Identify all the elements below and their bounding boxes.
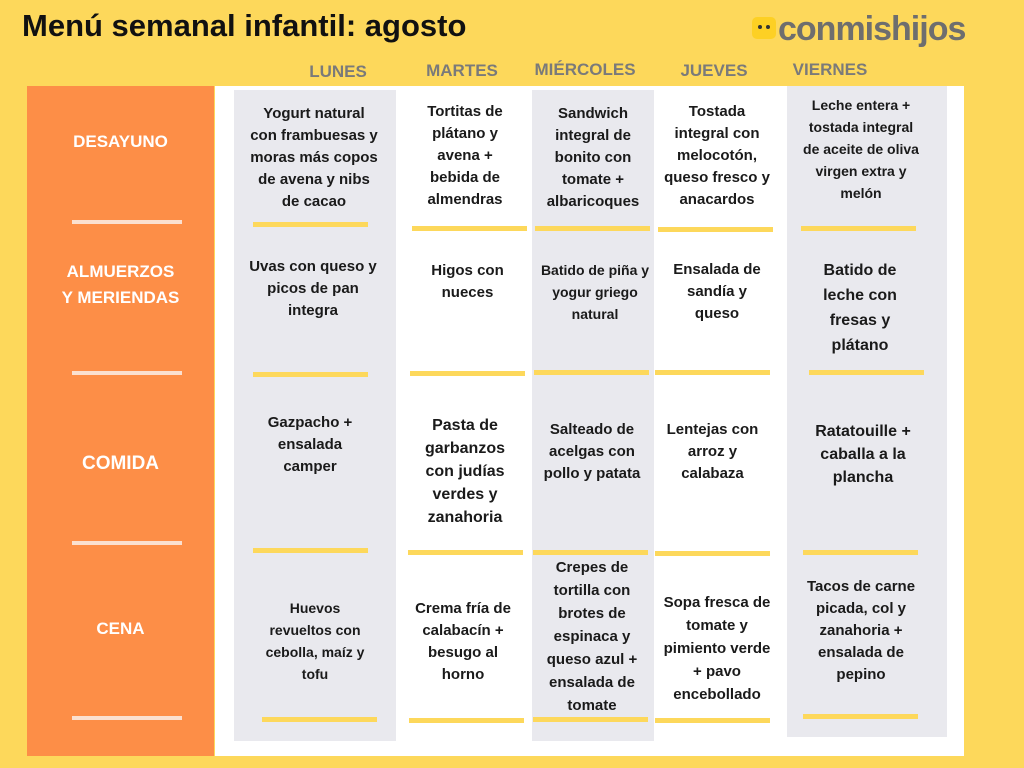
underline [803,714,918,719]
menu-cell-jueves-almuerzo: Ensalada de sandía y queso [673,261,761,322]
menu-cell-jueves-desayuno: Tostada integral con melocotón, queso fr… [664,103,770,208]
menu-grid: Yogurt natural con frambuesas y moras má… [215,86,964,756]
underline [533,717,648,722]
underline [655,718,770,723]
day-header-lunes: LUNES [309,62,367,81]
underline [408,550,523,555]
meal-label-comida: COMIDA [81,453,160,474]
menu-cell-lunes-comida: Gazpacho + ensalada camper [267,414,353,475]
menu-cell-miercoles-desayuno: Sandwich integral de bonito con tomate +… [546,105,640,210]
underline [655,551,770,556]
menu-cell-viernes-comida: Ratatouille + caballa a la plancha [815,423,911,486]
meal-sidebar: DESAYUNO ALMUERZOS Y MERIENDAS COMIDA CE… [27,86,214,756]
menu-cell-jueves-cena: Sopa fresca de tomate y pimiento verde +… [663,594,771,703]
underline [253,222,368,227]
menu-cell-viernes-desayuno: Leche entera + tostada integral de aceit… [803,97,919,201]
underline [410,371,525,376]
underline [535,226,650,231]
menu-cell-miercoles-comida: Salteado de acelgas con pollo y patata [543,421,641,482]
menu-cell-lunes-cena: Huevos revueltos con cebolla, maíz y tof… [265,600,365,682]
menu-cell-martes-almuerzo: Higos con nueces [431,262,504,301]
day-header-martes: MARTES [426,61,498,80]
day-header-viernes: VIERNES [792,60,868,79]
divider [72,716,182,720]
underline [409,718,524,723]
underline [253,372,368,377]
divider [72,541,182,545]
underline [533,550,648,555]
menu-cell-jueves-comida: Lentejas con arroz y calabaza [666,421,759,482]
day-header-jueves: JUEVES [680,61,748,80]
underline [658,227,773,232]
menu-cell-lunes-desayuno: Yogurt natural con frambuesas y moras má… [250,105,378,210]
underline [253,548,368,553]
menu-cell-martes-cena: Crema fría de calabacín + besugo al horn… [415,600,511,683]
meal-label-almuerzos: ALMUERZOS Y MERIENDAS [61,262,180,307]
page-title: Menú semanal infantil: agosto [22,8,467,43]
underline [262,717,377,722]
menu-cell-viernes-cena: Tacos de carne picada, col y zanahoria +… [806,578,916,683]
underline [534,370,649,375]
menu-cell-miercoles-almuerzo: Batido de piña y yogur griego natural [540,262,650,322]
logo-face-icon [752,17,776,39]
underline [801,226,916,231]
underline [412,226,527,231]
day-header-miercoles: MIÉRCOLES [534,60,636,79]
meal-label-cena: CENA [96,619,145,638]
underline [803,550,918,555]
column-viernes [787,86,947,737]
underline [655,370,770,375]
column-lunes [234,90,396,741]
menu-cell-viernes-almuerzo: Batido de leche con fresas y plátano [823,262,897,354]
column-miercoles [532,90,654,741]
menu-cell-lunes-almuerzo: Uvas con queso y picos de pan integra [249,258,377,319]
menu-cell-martes-comida: Pasta de garbanzos con judías verdes y z… [424,417,505,526]
menu-cell-martes-desayuno: Tortitas de plátano y avena + bebida de … [427,103,503,208]
underline [809,370,924,375]
menu-cell-miercoles-cena: Crepes de tortilla con brotes de espinac… [546,559,638,714]
divider [72,220,182,224]
meal-label-desayuno: DESAYUNO [73,132,168,151]
divider [72,371,182,375]
logo-text: conmishijos [778,10,966,48]
